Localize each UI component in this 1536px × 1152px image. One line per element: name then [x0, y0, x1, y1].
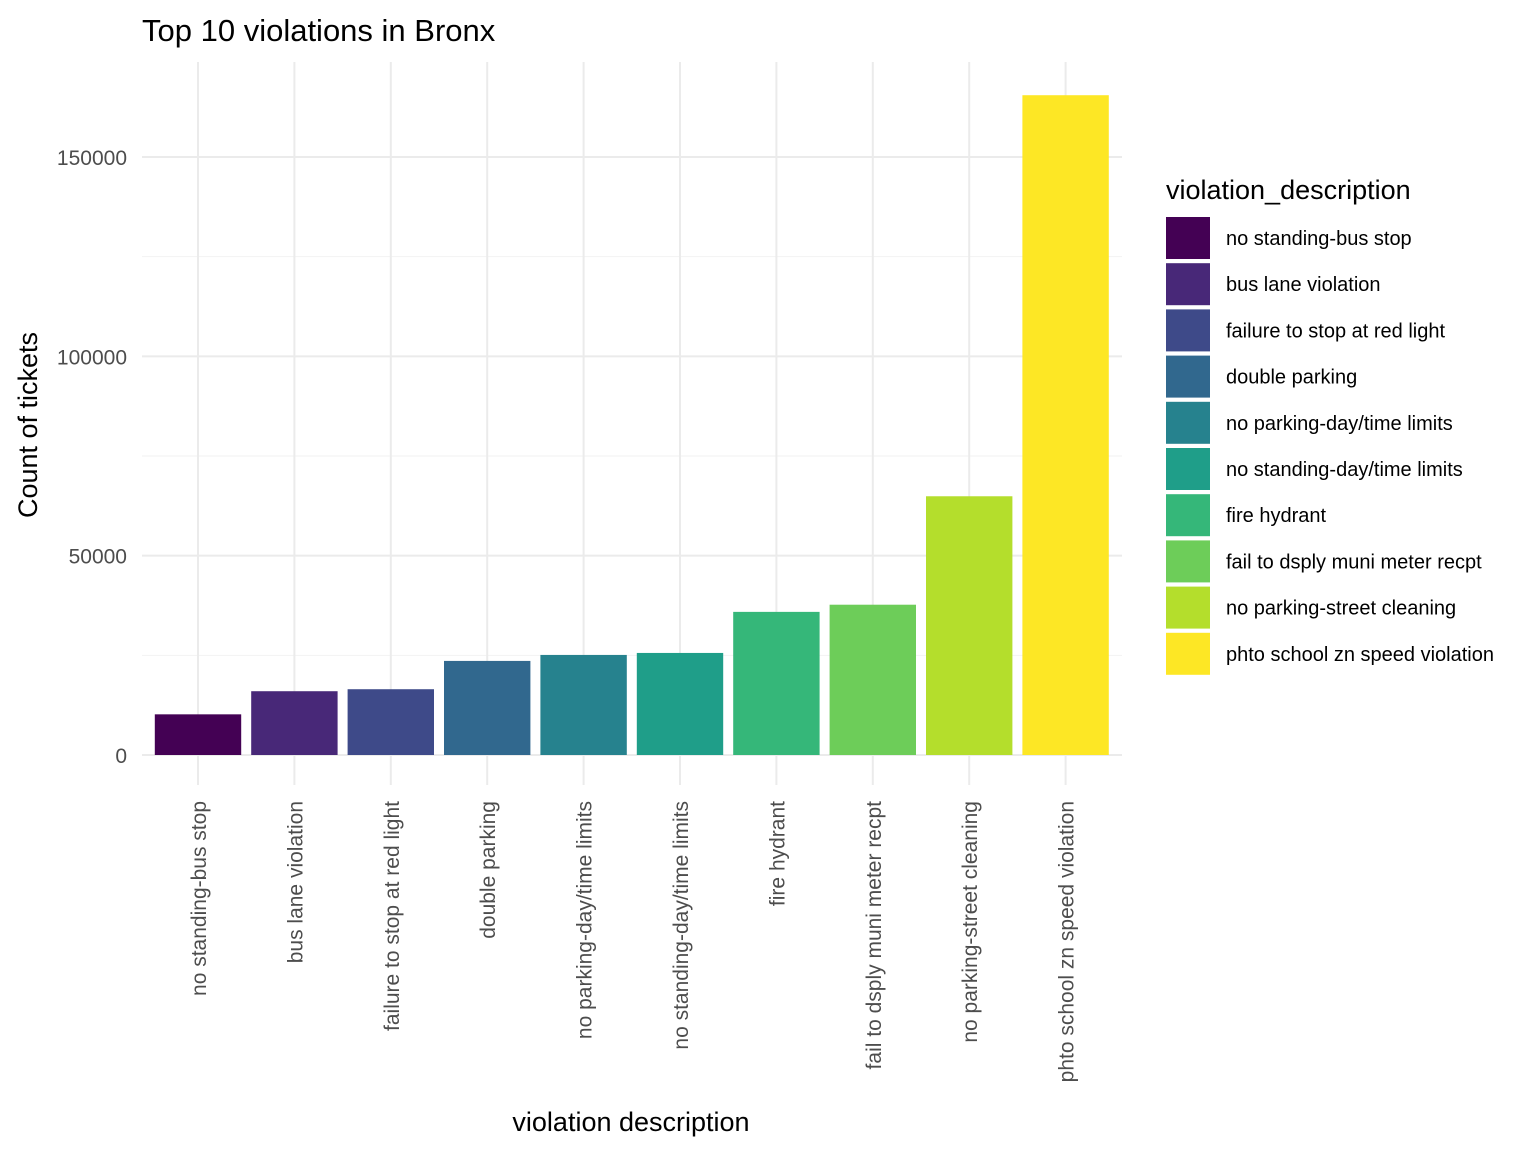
legend-key [1166, 448, 1210, 490]
y-tick-label: 150000 [57, 147, 127, 170]
bar [154, 714, 242, 755]
bar [251, 691, 338, 755]
bar [1022, 95, 1109, 755]
bar [829, 604, 916, 755]
bar [347, 689, 434, 755]
legend-key [1166, 355, 1210, 398]
y-axis-ticks: 0 50000 100000 150000 [57, 147, 127, 768]
legend-key [1166, 309, 1210, 352]
legend-key [1166, 401, 1210, 444]
y-tick-label: 0 [115, 745, 127, 768]
bars [154, 95, 1109, 755]
x-tick-label: no standing-day/time limits [670, 801, 693, 1050]
x-tick-label: failure to stop at red light [381, 801, 404, 1031]
bar [540, 654, 627, 755]
x-axis-ticks: no standing-bus stop bus lane violation fa… [188, 801, 1079, 1083]
legend: violation_description no standing-bus st… [1166, 175, 1494, 675]
x-tick-label: fire hydrant [766, 801, 789, 906]
chart-title: Top 10 violations in Bronx [142, 13, 496, 48]
x-tick-label: no parking-street cleaning [959, 801, 982, 1043]
legend-label: failure to stop at red light [1226, 320, 1445, 342]
legend-label: phto school zn speed violation [1226, 644, 1494, 666]
legend-label: fail to dsply muni meter recpt [1226, 551, 1482, 573]
legend-label: double parking [1226, 367, 1357, 389]
x-tick-label: bus lane violation [284, 801, 307, 963]
y-tick-label: 100000 [57, 346, 127, 369]
bar [444, 660, 531, 755]
legend-key [1166, 632, 1210, 675]
legend-label: no standing-day/time limits [1226, 459, 1463, 481]
x-tick-label: no standing-bus stop [188, 801, 211, 996]
x-tick-label: no parking-day/time limits [574, 801, 597, 1039]
y-axis-title: Count of tickets [13, 332, 43, 518]
legend-title: violation_description [1166, 175, 1411, 205]
legend-key [1166, 494, 1210, 537]
x-axis-title: violation description [512, 1107, 749, 1137]
legend-label: fire hydrant [1226, 505, 1326, 527]
legend-label: no parking-street cleaning [1226, 598, 1456, 620]
legend-key [1166, 586, 1210, 629]
y-tick-label: 50000 [69, 546, 127, 569]
legend-key [1166, 263, 1210, 306]
legend-key [1166, 540, 1210, 583]
bar [636, 652, 724, 755]
bar [733, 611, 820, 755]
legend-key [1166, 217, 1210, 259]
legend-label: no standing-bus stop [1226, 228, 1412, 250]
legend-label: bus lane violation [1226, 274, 1381, 296]
x-tick-label: fail to dsply muni meter recpt [863, 801, 886, 1070]
x-tick-label: double parking [477, 801, 500, 939]
bar [926, 496, 1013, 755]
legend-label: no parking-day/time limits [1226, 413, 1453, 435]
x-tick-label: phto school zn speed violation [1056, 801, 1079, 1082]
